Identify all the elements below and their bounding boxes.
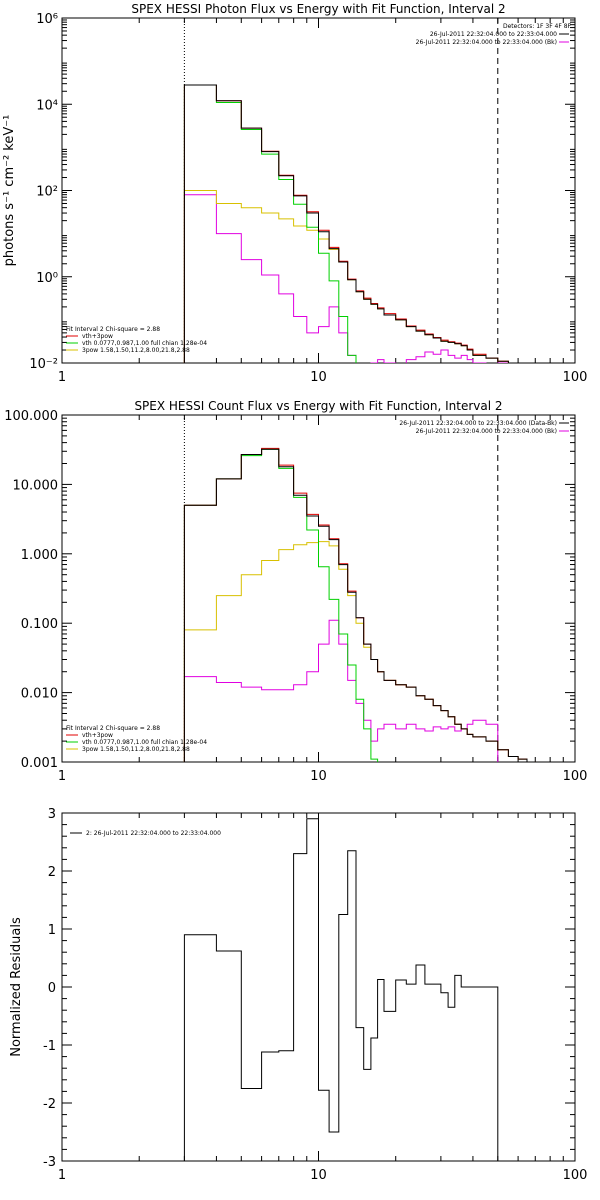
y-tick-label: 0: [48, 981, 56, 996]
series-line: [183, 447, 536, 762]
x-tick-label: 10: [310, 1168, 327, 1183]
x-tick-label: 1: [58, 370, 66, 385]
series-line: [183, 448, 536, 762]
y-tick-label: 0.001: [21, 756, 58, 771]
fit-legend-header: Fit Interval 2 Chi-square = 2.88: [66, 725, 160, 732]
fit-legend-entry: vth+3pow: [82, 333, 113, 340]
series-line: [183, 619, 499, 762]
series-line: [183, 818, 499, 1161]
y-tick-label: 10⁴: [36, 98, 58, 113]
y-axis-ticks: [62, 17, 575, 364]
residuals-panel: 1 10 100 -3 -2 -1 0 1 2 3 Normalized Residuals 2: 2…: [9, 807, 588, 1183]
x-tick-label: 10: [310, 769, 327, 784]
y-tick-label: 2: [48, 865, 56, 880]
fit-legend-entry: vth 0.0777,0.987,1.00 full chian 1.28e-0…: [82, 340, 207, 347]
y-tick-label: -2: [43, 1097, 56, 1112]
y-tick-label: 10⁰: [36, 271, 58, 286]
fit-legend-header: Fit Interval 2 Chi-square = 2.88: [66, 326, 160, 333]
y-tick-label: -3: [43, 1155, 56, 1170]
y-tick-label: 10²: [36, 185, 58, 200]
x-tick-label: 100: [563, 370, 588, 385]
y-tick-label: 1: [48, 923, 56, 938]
x-tick-label: 100: [563, 1168, 588, 1183]
legend-entry: 26-Jul-2011 22:32:04.000 to 22:33:04.000…: [416, 39, 557, 46]
photon-flux-panel: SPEX HESSI Photon Flux vs Energy with Fi…: [2, 2, 588, 385]
y-axis-ticks: [62, 414, 575, 763]
fit-legend-entry: vth+3pow: [82, 732, 113, 739]
chart-title: SPEX HESSI Photon Flux vs Energy with Fi…: [131, 2, 505, 16]
series-group: [183, 84, 509, 363]
y-tick-label: 0.100: [21, 617, 58, 632]
y-tick-label: 100.000: [4, 409, 58, 424]
series-line: [183, 194, 509, 363]
legend-header: Detectors: 1F 3F 4F 8F: [503, 23, 572, 30]
x-tick-label: 1: [58, 1168, 66, 1183]
y-tick-label: 0.010: [21, 687, 58, 702]
series-line: [183, 541, 536, 762]
x-axis-ticks: [61, 415, 576, 762]
y-tick-label: 3: [48, 807, 56, 822]
x-axis-ticks: [61, 18, 576, 363]
series-group: [183, 818, 499, 1161]
legend-entry: 2: 26-Jul-2011 22:32:04.000 to 22:33:04.…: [86, 830, 221, 837]
x-tick-label: 1: [58, 769, 66, 784]
y-tick-label: 1.000: [21, 548, 58, 563]
count-flux-panel: SPEX HESSI Count Flux vs Energy with Fit…: [4, 399, 588, 784]
x-tick-label: 10: [310, 370, 327, 385]
legend-entry: 26-Jul-2011 22:32:04.000 to 22:33:04.000…: [416, 428, 557, 435]
y-tick-label: 10⁶: [36, 12, 58, 27]
chart-title: SPEX HESSI Count Flux vs Energy with Fit…: [134, 399, 502, 413]
fit-legend-entry: 3pow 1.58,1.50,11.2,8.00,21.8,2.88: [82, 347, 190, 354]
series-line: [183, 84, 509, 363]
y-tick-label: -1: [43, 1039, 56, 1054]
legend-entry: 26-Jul-2011 22:32:04.000 to 22:33:04.000…: [399, 420, 557, 427]
y-axis-label: Normalized Residuals: [9, 917, 24, 1057]
series-group: [183, 447, 536, 762]
y-axis-label: photons s⁻¹ cm⁻² keV⁻¹: [2, 115, 17, 267]
y-tick-label: 10.000: [13, 478, 59, 493]
series-line: [183, 448, 379, 762]
y-axis-ticks: [62, 812, 575, 1162]
series-line: [183, 190, 509, 363]
series-line: [183, 84, 509, 363]
fit-legend-entry: 3pow 1.58,1.50,11.2,8.00,21.8,2.88: [82, 746, 190, 753]
y-tick-label: 10⁻²: [29, 357, 58, 372]
x-tick-label: 100: [563, 769, 588, 784]
legend-entry: 26-Jul-2011 22:32:04.000 to 22:33:04.000: [430, 31, 557, 38]
fit-legend-entry: vth 0.0777,0.987,1.00 full chian 1.28e-0…: [82, 739, 207, 746]
